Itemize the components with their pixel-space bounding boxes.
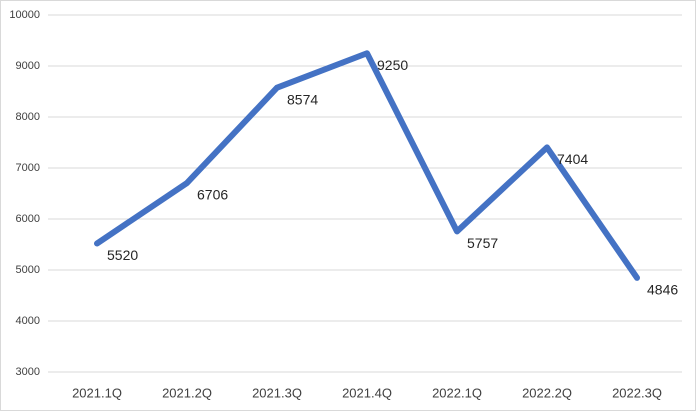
y-tick-label: 9000 (16, 60, 40, 72)
data-label: 6706 (197, 187, 228, 203)
x-tick-label: 2021.2Q (162, 385, 212, 400)
y-tick-label: 3000 (16, 366, 40, 378)
data-label: 7404 (557, 151, 588, 167)
y-tick-label: 8000 (16, 111, 40, 123)
x-tick-label: 2021.3Q (252, 385, 302, 400)
data-label: 8574 (287, 91, 318, 107)
y-tick-label: 10000 (9, 9, 40, 21)
data-line (94, 50, 640, 281)
x-tick-label: 2021.1Q (72, 385, 122, 400)
x-tick-label: 2021.4Q (342, 385, 392, 400)
x-tick-label: 2022.2Q (522, 385, 572, 400)
y-tick-label: 7000 (16, 162, 40, 174)
data-label: 5757 (467, 235, 498, 251)
data-label: 9250 (377, 57, 408, 73)
y-tick-label: 5000 (16, 264, 40, 276)
y-tick-label: 6000 (16, 213, 40, 225)
data-label: 4846 (647, 282, 678, 298)
y-tick-label: 4000 (16, 315, 40, 327)
data-label: 5520 (107, 247, 138, 263)
x-tick-label: 2022.1Q (432, 385, 482, 400)
x-tick-label: 2022.3Q (612, 385, 662, 400)
